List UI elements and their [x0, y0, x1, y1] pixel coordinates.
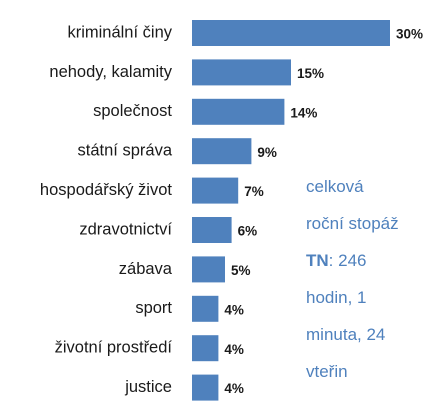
category-label: nehody, kalamity: [49, 63, 172, 81]
annotation-line: TN: 246: [306, 251, 366, 270]
annotation-line: hodin, 1: [306, 288, 367, 307]
value-label: 14%: [290, 105, 317, 120]
annotation-line: celková: [306, 177, 364, 196]
bar: [192, 217, 232, 243]
bar: [192, 256, 225, 283]
value-label: 30%: [396, 27, 423, 42]
annotation-line: roční stopáž: [306, 214, 399, 233]
annotation-bold: TN: [306, 251, 329, 270]
value-label: 4%: [224, 381, 244, 396]
value-label: 5%: [231, 263, 251, 278]
value-label: 15%: [297, 66, 324, 81]
annotation-text: celková: [306, 177, 364, 196]
bar: [192, 177, 239, 204]
category-label: sport: [135, 299, 172, 317]
value-label: 7%: [244, 184, 264, 199]
annotation-text: hodin, 1: [306, 288, 367, 307]
bar: [192, 59, 291, 86]
bar: [192, 335, 219, 362]
annotation-text: minuta, 24: [306, 325, 385, 344]
value-label: 4%: [224, 342, 244, 357]
annotation-text: : 246: [329, 251, 367, 270]
category-label: společnost: [93, 102, 172, 120]
category-label: státní správa: [78, 142, 173, 160]
value-label: 9%: [257, 145, 277, 160]
annotation-line: vteřin: [306, 362, 348, 381]
value-label: 4%: [224, 302, 244, 317]
annotation-text: roční stopáž: [306, 214, 399, 233]
annotation-text: vteřin: [306, 362, 348, 381]
category-label: justice: [124, 378, 172, 396]
annotation-line: minuta, 24: [306, 325, 385, 344]
value-label: 6%: [238, 224, 258, 239]
category-label: hospodářský život: [40, 181, 172, 199]
category-label: kriminální činy: [67, 23, 172, 41]
category-label: zdravotnictví: [79, 220, 172, 238]
bar: [192, 374, 219, 401]
bar: [192, 138, 252, 165]
category-label: životní prostředí: [55, 339, 173, 357]
category-label: zábava: [119, 260, 173, 278]
bar: [192, 20, 390, 46]
bar: [192, 98, 285, 125]
bar: [192, 295, 219, 322]
